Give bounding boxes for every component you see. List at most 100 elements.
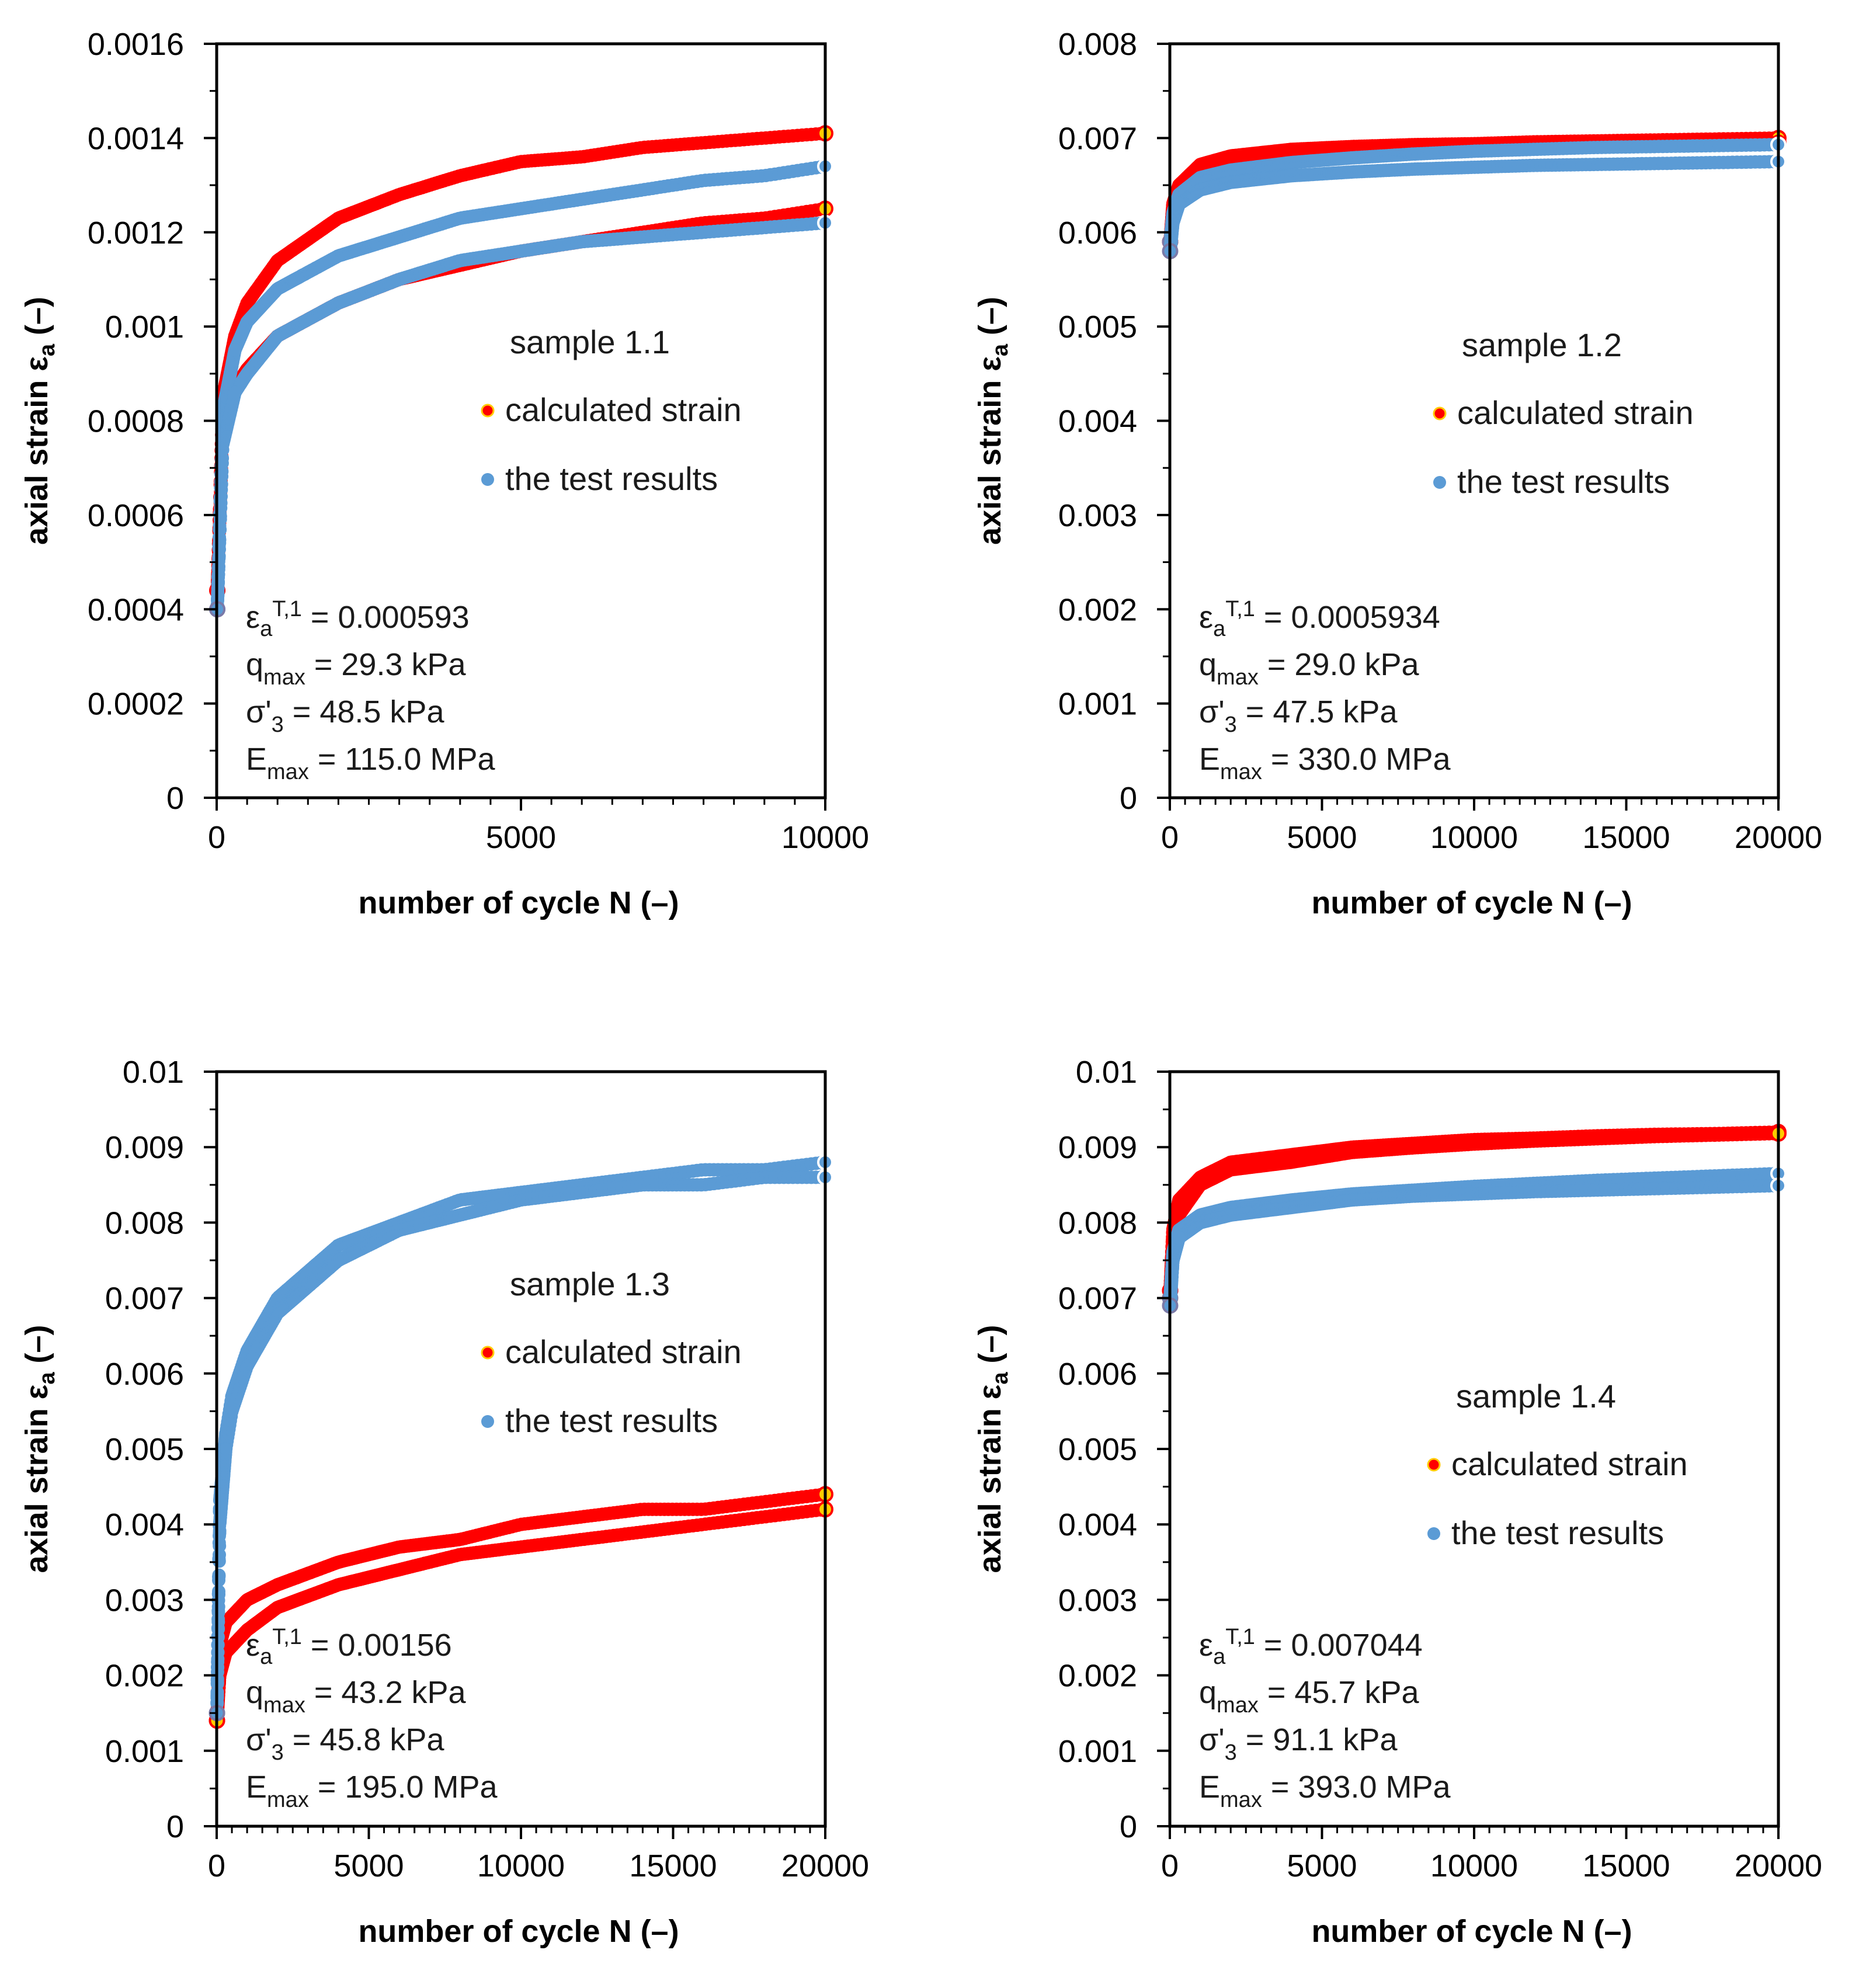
legend-test-marker xyxy=(481,1415,494,1428)
data-point xyxy=(212,1569,226,1583)
data-point xyxy=(211,576,225,590)
y-tick-label: 0.002 xyxy=(105,1659,184,1694)
y-tick-label: 0.006 xyxy=(1058,216,1137,251)
x-axis-title: number of cycle N (–) xyxy=(1311,885,1632,920)
y-tick-label: 0.005 xyxy=(1058,310,1137,345)
data-point xyxy=(213,536,227,550)
x-axis-title: number of cycle N (–) xyxy=(358,885,679,920)
param-eps: εaT,1 = 0.000593 xyxy=(246,597,470,641)
legend: sample 1.1 calculated strain the test resu… xyxy=(481,324,742,497)
y-tick-label: 0.0004 xyxy=(88,592,184,627)
y-axis-title: axial strain εa (–) xyxy=(19,1325,60,1573)
y-axis-title: axial strain εa (–) xyxy=(19,297,60,545)
legend: sample 1.2 calculated strain the test resu… xyxy=(1433,326,1694,500)
data-point xyxy=(212,1584,225,1598)
legend-test-marker xyxy=(481,473,494,486)
param-E: Emax = 330.0 MPa xyxy=(1199,742,1451,784)
y-tick-label: 0.007 xyxy=(1058,121,1137,156)
chart-panel-2: 0 0.001 0.002 0.003 0.004 0.005 0.006 0.007 0.00… xyxy=(972,27,1822,920)
legend-calculated-label: calculated strain xyxy=(1457,394,1694,431)
data-point xyxy=(211,1615,225,1629)
y-tick-label: 0.0002 xyxy=(88,687,184,722)
legend-test-label: the test results xyxy=(505,460,718,497)
param-sigma: σ'3 = 48.5 kPa xyxy=(246,694,444,737)
sample-label: sample 1.2 xyxy=(1462,326,1622,363)
series-group xyxy=(1162,130,1787,260)
x-tick-label: 10000 xyxy=(781,820,869,855)
series-group xyxy=(1162,1124,1787,1314)
x-tick-label: 20000 xyxy=(1735,820,1822,855)
chart-panel-3: 00.0010.0020.0030.0040.0050.0060.0070.00… xyxy=(19,1055,869,1949)
y-tick-label: 0.0016 xyxy=(88,27,184,62)
y-tick-label: 0.002 xyxy=(1058,592,1137,627)
y-tick-label: 0.003 xyxy=(105,1583,184,1618)
y-tick-label: 0.006 xyxy=(105,1357,184,1392)
x-axis-title: number of cycle N (–) xyxy=(358,1914,679,1949)
y-tick-label: 0 xyxy=(166,1809,184,1844)
param-eps: εaT,1 = 0.0005934 xyxy=(1199,597,1440,641)
y-tick-label: 0 xyxy=(1120,781,1137,816)
y-tick-label: 0.001 xyxy=(105,310,184,345)
legend-test-label: the test results xyxy=(1457,463,1670,500)
x-tick-label: 0 xyxy=(208,1848,225,1883)
legend-test-label: the test results xyxy=(505,1402,718,1439)
legend-calculated-marker xyxy=(481,1346,495,1360)
y-tick-label: 0.008 xyxy=(105,1205,184,1240)
series-calculated-upper xyxy=(209,125,833,599)
legend-calculated-label: calculated strain xyxy=(505,391,742,428)
x-tick-label: 5000 xyxy=(1287,820,1357,855)
legend-calculated-label: calculated strain xyxy=(505,1333,742,1370)
y-tick-label: 0.01 xyxy=(123,1055,184,1090)
x-tick-label: 10000 xyxy=(1430,820,1518,855)
y-tick-label: 0.005 xyxy=(105,1432,184,1467)
data-point xyxy=(211,1600,225,1614)
y-tick-label: 0.0014 xyxy=(88,121,184,156)
x-tick-label: 15000 xyxy=(629,1848,717,1883)
data-point xyxy=(219,1442,233,1456)
series-group xyxy=(209,125,833,618)
sample-label: sample 1.3 xyxy=(510,1266,670,1302)
data-point xyxy=(212,549,226,563)
param-eps: εaT,1 = 0.00156 xyxy=(246,1625,452,1669)
legend: sample 1.3 calculated strain the test resu… xyxy=(481,1266,742,1439)
param-E: Emax = 195.0 MPa xyxy=(246,1770,498,1812)
data-point xyxy=(228,343,242,357)
data-point xyxy=(212,1554,226,1568)
param-q: qmax = 29.0 kPa xyxy=(1199,647,1420,690)
legend-calculated-marker xyxy=(1433,406,1447,420)
y-tick-label: 0.009 xyxy=(105,1130,184,1165)
sample-label: sample 1.1 xyxy=(510,324,670,360)
param-q: qmax = 29.3 kPa xyxy=(246,647,467,690)
y-tick-label: 0.008 xyxy=(1058,27,1137,62)
chart-panel-4: 00.0010.0020.0030.0040.0050.0060.0070.00… xyxy=(972,1055,1822,1949)
param-sigma: σ'3 = 47.5 kPa xyxy=(1199,694,1398,737)
y-axis-title: axial strain εa (–) xyxy=(972,297,1013,545)
x-tick-label: 0 xyxy=(208,820,225,855)
y-tick-label: 0.001 xyxy=(1058,687,1137,722)
x-tick-label: 5000 xyxy=(486,820,556,855)
param-E: Emax = 115.0 MPa xyxy=(246,742,495,784)
x-tick-label: 20000 xyxy=(781,1848,869,1883)
y-tick-label: 0.001 xyxy=(105,1734,184,1769)
param-q: qmax = 43.2 kPa xyxy=(246,1675,467,1718)
x-tick-label: 0 xyxy=(1161,820,1179,855)
y-tick-label: 0.0012 xyxy=(88,216,184,251)
y-tick-label: 0.004 xyxy=(1058,404,1137,439)
y-tick-label: 0 xyxy=(166,781,184,816)
data-point xyxy=(213,1539,227,1553)
y-tick-label: 0.0008 xyxy=(88,404,184,439)
x-tick-label: 10000 xyxy=(477,1848,565,1883)
data-point xyxy=(228,385,242,399)
y-tick-label: 0.0006 xyxy=(88,498,184,533)
data-point xyxy=(211,562,225,576)
param-sigma: σ'3 = 45.8 kPa xyxy=(246,1722,444,1765)
legend-test-marker xyxy=(1433,476,1446,489)
legend-calculated-marker xyxy=(481,404,495,418)
y-tick-label: 0.004 xyxy=(105,1507,184,1542)
y-tick-label: 0.003 xyxy=(1058,498,1137,533)
x-tick-label: 5000 xyxy=(333,1848,404,1883)
